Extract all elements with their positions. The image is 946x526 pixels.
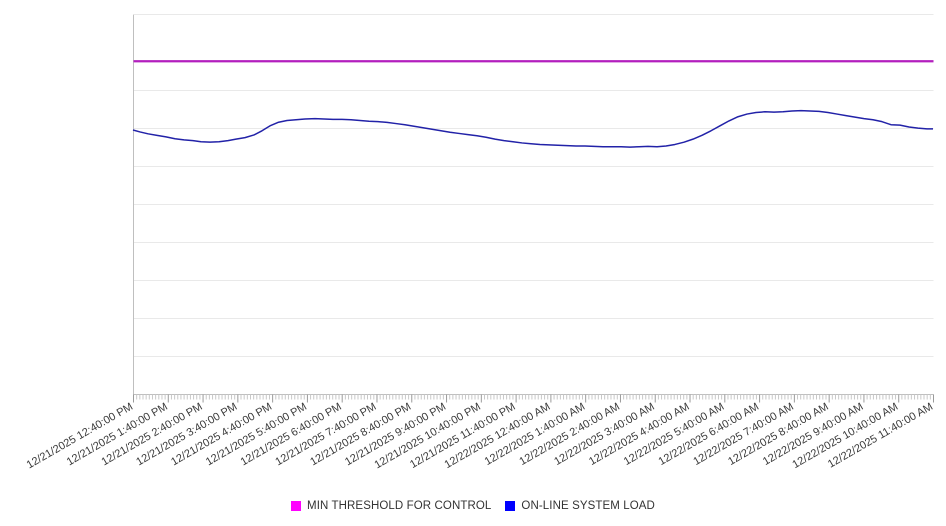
chart-legend: MIN THRESHOLD FOR CONTROL ON-LINE SYSTEM … bbox=[0, 496, 946, 516]
legend-entry[interactable]: ON-LINE SYSTEM LOAD bbox=[505, 500, 655, 512]
data-series bbox=[132, 60, 934, 148]
legend-color-swatch bbox=[291, 501, 302, 511]
series-line bbox=[132, 109, 933, 148]
legend-entry[interactable]: MIN THRESHOLD FOR CONTROL bbox=[291, 500, 491, 512]
axis-lines bbox=[133, 14, 934, 395]
gridlines bbox=[133, 90, 934, 357]
legend-color-swatch bbox=[505, 501, 516, 511]
legend-label: MIN THRESHOLD FOR CONTROL bbox=[307, 500, 492, 512]
x-axis-ticks bbox=[133, 394, 934, 403]
legend-label: ON-LINE SYSTEM LOAD bbox=[521, 500, 655, 512]
